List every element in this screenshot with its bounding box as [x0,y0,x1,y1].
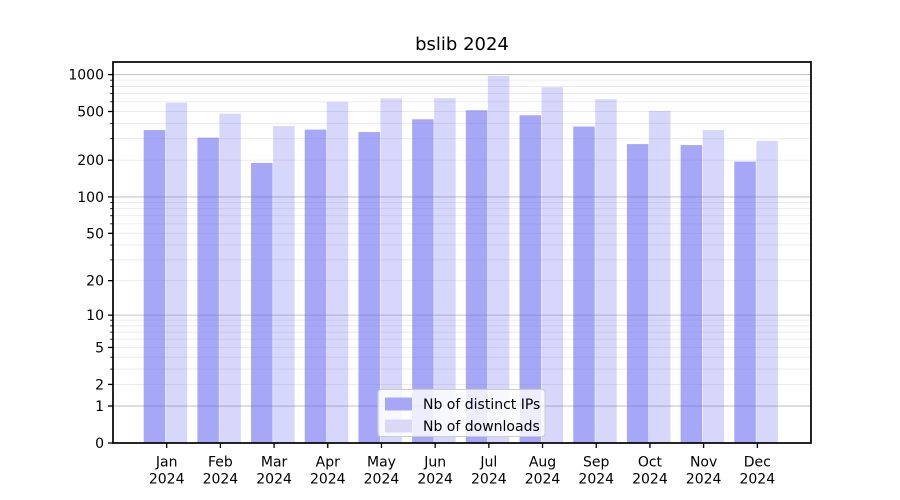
y-tick-label: 100 [77,190,104,206]
x-tick-label-year: 2024 [632,472,668,488]
bar-nov-downloads [702,130,725,443]
bar-nov-distinct-ips [680,145,703,444]
x-tick-label-year: 2024 [471,472,507,488]
bar-jul-downloads [487,75,510,443]
x-tick-label-month: Sep [583,455,610,471]
bar-jan-distinct-ips [143,130,166,443]
y-tick-label: 0 [95,436,104,452]
x-tick-label-month: Dec [744,455,771,471]
bar-may-downloads [380,98,402,443]
x-tick-label-month: Oct [638,455,663,471]
y-tick-label: 200 [77,153,104,169]
bar-dec-downloads [756,140,778,443]
x-tick-label-month: Apr [316,455,340,471]
x-tick-label-month: May [367,455,396,471]
bar-aug-downloads [541,87,564,443]
bar-dec-distinct-ips [734,161,756,443]
bar-jun-distinct-ips [412,119,434,443]
bars [143,75,778,444]
x-tick-label-month: Feb [208,455,233,471]
bar-sep-downloads [595,99,617,443]
legend-label-distinct-ips: Nb of distinct IPs [423,397,540,413]
bar-feb-distinct-ips [197,137,219,443]
y-tick-label: 500 [77,105,104,121]
x-tick-label-month: Nov [690,455,717,471]
x-tick-label-month: Jun [423,455,446,471]
x-tick-label-year: 2024 [256,472,292,488]
x-tick-label-month: Jan [155,455,178,471]
bar-jun-downloads [434,98,456,444]
legend-swatch-downloads [385,419,412,433]
x-tick-label-year: 2024 [739,472,775,488]
y-tick-label: 50 [86,226,104,242]
y-tick-label: 10 [86,308,104,324]
bar-oct-downloads [648,110,671,443]
x-tick-label-year: 2024 [578,472,614,488]
bar-feb-downloads [219,113,241,443]
bar-jan-downloads [165,102,188,443]
axes: 01251020501002005001000Jan2024Feb2024Mar… [68,61,812,488]
y-tick-label: 2 [95,377,104,393]
x-tick-label-month: Jul [479,455,497,471]
y-tick-label: 1000 [68,68,104,84]
y-tick-label: 5 [95,340,104,356]
x-tick-label-month: Mar [261,455,288,471]
legend-swatch-distinct-ips [385,397,412,411]
bar-apr-distinct-ips [304,129,327,443]
y-tick-label: 20 [86,274,104,290]
legend-label-downloads: Nb of downloads [423,419,540,435]
bar-aug-distinct-ips [519,115,542,443]
plot-border [112,61,812,444]
x-tick-label-year: 2024 [364,472,400,488]
x-tick-label-year: 2024 [310,472,346,488]
legend-box [377,389,546,437]
bar-mar-downloads [273,126,295,443]
y-tick-label: 1 [95,399,104,415]
x-tick-label-year: 2024 [686,472,722,488]
bar-sep-distinct-ips [573,126,595,444]
bar-may-distinct-ips [358,132,380,443]
bar-oct-distinct-ips [626,144,649,443]
x-tick-label-year: 2024 [203,472,239,488]
bar-jul-distinct-ips [465,110,488,444]
x-tick-label-month: Aug [529,455,556,471]
chart-title: bslib 2024 [415,34,509,55]
bar-apr-downloads [326,101,349,443]
x-tick-label-year: 2024 [417,472,453,488]
bar-mar-distinct-ips [251,162,273,443]
x-tick-label-year: 2024 [149,472,185,488]
x-tick-label-year: 2024 [525,472,561,488]
legend: Nb of distinct IPs Nb of downloads [377,389,546,437]
